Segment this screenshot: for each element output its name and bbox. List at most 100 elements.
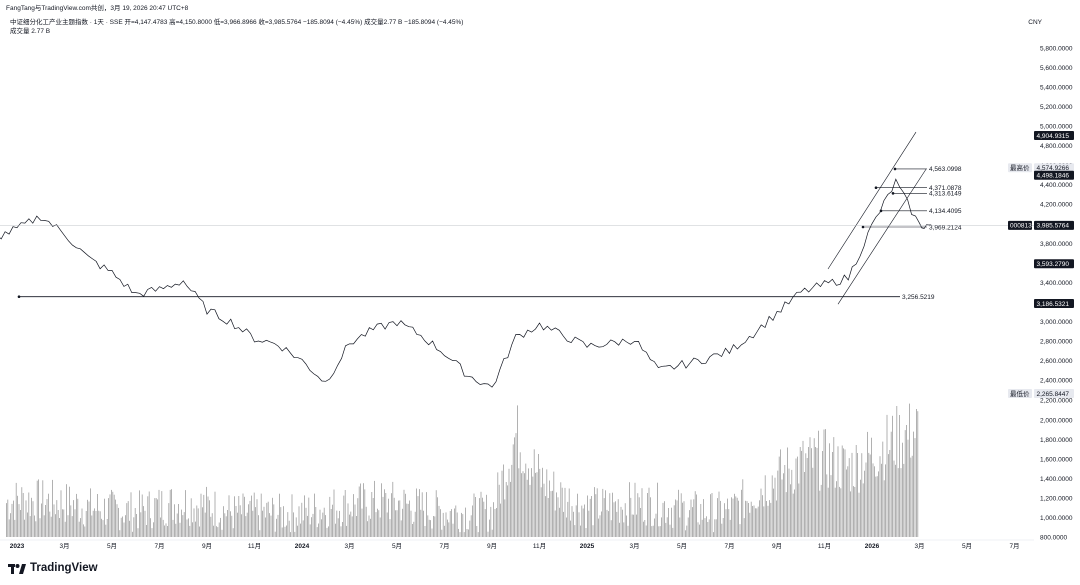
volume-bar: [815, 447, 816, 537]
volume-bar: [462, 514, 464, 537]
volume-bar: [239, 505, 241, 537]
volume-legend[interactable]: 成交量 2.77 B: [10, 28, 51, 35]
volume-bar: [186, 519, 188, 537]
volume-bar: [839, 486, 840, 537]
volume-bar: [504, 499, 506, 537]
volume-bar: [434, 516, 436, 537]
volume-bar: [613, 502, 615, 537]
volume-bar: [84, 526, 86, 537]
price-badge: [1034, 131, 1074, 141]
price-tick-label: 5,600.0000: [1040, 65, 1073, 72]
volume-bar: [298, 506, 300, 537]
volume-bar: [790, 484, 791, 537]
volume-bar: [379, 517, 381, 537]
volume-bar: [354, 504, 356, 537]
volume-bar: [267, 501, 269, 537]
volume-bar: [381, 483, 382, 537]
price-axis[interactable]: 5,800.0000 5,600.0000 5,400.0000 5,200.0000…: [1008, 45, 1074, 541]
drawings[interactable]: 3,256.5219 4,563.0998 4,371.08784,313.6149…: [0, 131, 1035, 305]
volume-bar: [133, 517, 135, 537]
volume-bar: [897, 468, 899, 537]
volume-bar: [321, 519, 322, 537]
volume-bar: [876, 476, 878, 537]
volume-bar: [722, 518, 724, 537]
volume-bar: [829, 443, 830, 537]
volume-bar: [638, 497, 640, 537]
tradingview-brand[interactable]: TradingView: [8, 562, 98, 574]
time-tick-label: 5月: [392, 542, 402, 550]
volume-bar: [637, 493, 639, 537]
volume-bar: [892, 415, 893, 537]
volume-bar: [755, 508, 756, 537]
volume-bar: [417, 496, 419, 537]
volume-bar: [195, 521, 196, 537]
volume-bar: [357, 498, 359, 537]
volume-bar: [483, 501, 485, 537]
volume-bar: [336, 510, 338, 537]
volume-bar: [615, 501, 616, 537]
volume-bar: [272, 497, 273, 537]
volume-bar: [286, 525, 287, 537]
volume-bar: [146, 525, 147, 537]
volume-bar: [151, 528, 153, 537]
volume-bar: [463, 532, 465, 537]
volume-bar: [574, 525, 576, 537]
volume-bar: [489, 519, 490, 537]
time-tick-label: 5月: [107, 542, 117, 550]
currency-label[interactable]: CNY: [1028, 19, 1042, 26]
volume-bar: [396, 510, 398, 537]
volume-bar: [511, 464, 513, 537]
volume-bar: [213, 525, 214, 537]
volume-bar: [209, 500, 210, 537]
volume-bar: [526, 479, 528, 537]
volume-bar: [20, 510, 21, 537]
volume-bar: [319, 509, 321, 537]
volume-bar: [167, 526, 168, 537]
symbol-legend[interactable]: 中证细分化工产业主题指数 · 1天 · SSE 开=4,147.4783 高=4…: [10, 19, 464, 26]
volume-bar: [94, 508, 95, 537]
volume-bar: [895, 464, 896, 537]
time-axis[interactable]: 2023 3月 5月 7月 9月 11月 2024 3月 5月 7月 9月 11月 2025 3月 5月 7月…: [0, 539, 1034, 550]
time-tick-label: 5月: [677, 542, 687, 550]
volume-bar: [66, 484, 67, 537]
volume-bar: [680, 493, 682, 537]
volume-bar: [137, 528, 139, 537]
volume-bar: [441, 529, 443, 537]
volume-bar: [400, 520, 402, 537]
volume-bar: [874, 466, 875, 537]
volume-bar: [594, 487, 595, 537]
volume-bar: [568, 488, 570, 537]
volume-bar: [678, 489, 679, 537]
volume-bar: [890, 431, 892, 537]
volume-bar: [470, 515, 472, 537]
volume-bar: [178, 504, 179, 537]
volume-bar: [132, 531, 133, 537]
volume-bar: [563, 511, 564, 537]
volume-bar: [519, 452, 521, 537]
volume-bar: [682, 502, 683, 537]
volume-bar: [609, 493, 611, 537]
volume-bar: [759, 500, 760, 537]
volume-bar: [780, 449, 781, 537]
volume-bar: [545, 496, 546, 537]
volume-bar: [81, 508, 83, 537]
volume-bar: [337, 518, 339, 537]
volume-bar: [21, 487, 23, 537]
volume-bar: [48, 493, 49, 537]
volume-bar: [484, 509, 486, 537]
volume-bar: [197, 508, 199, 537]
volume-tick-label: 1,600.0000: [1040, 456, 1073, 463]
volume-bar: [202, 507, 203, 537]
volume-bar: [812, 467, 814, 537]
brand-label: TradingView: [30, 562, 98, 574]
channel-lower-line: [837, 169, 927, 305]
volume-bar: [658, 526, 660, 537]
volume-bar: [851, 452, 853, 537]
volume-bar: [445, 512, 447, 537]
volume-bar: [764, 475, 766, 537]
volume-bar: [32, 501, 34, 537]
volume-bar: [322, 512, 324, 537]
volume-bar: [182, 515, 184, 537]
price-badge-label: 3,985.5764: [1037, 223, 1070, 230]
